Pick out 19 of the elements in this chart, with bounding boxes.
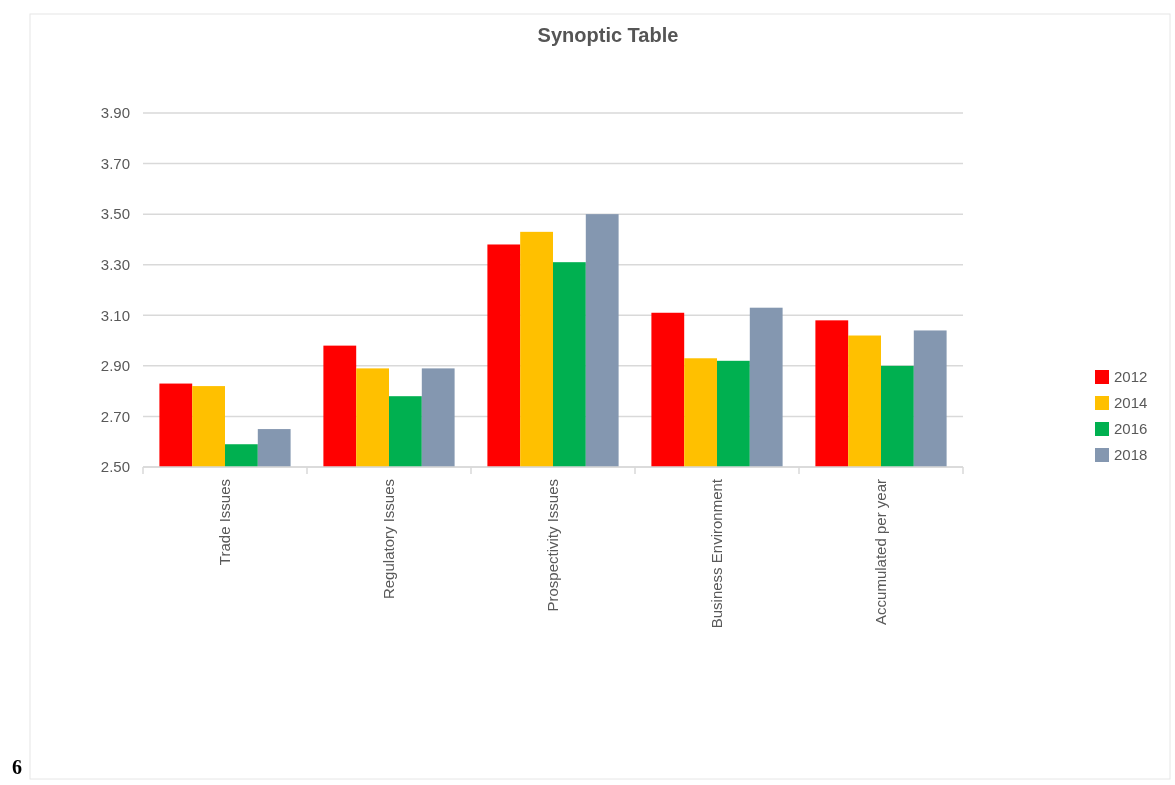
y-tick-label: 2.90 xyxy=(100,357,130,375)
legend-label: 2016 xyxy=(1114,420,1148,438)
y-tick-label: 3.10 xyxy=(100,306,130,324)
legend-label: 2018 xyxy=(1114,446,1148,464)
x-tick-label: Accumulated per year xyxy=(872,479,889,625)
y-tick-label: 2.70 xyxy=(100,407,130,425)
y-tick-label: 3.70 xyxy=(100,154,130,172)
x-tick-label: Regulatory Issues xyxy=(380,479,397,600)
x-tick-label: Business Environment xyxy=(708,478,725,629)
y-tick-label: 3.30 xyxy=(100,255,130,273)
legend-label: 2012 xyxy=(1114,368,1148,386)
legend-label: 2014 xyxy=(1114,394,1148,412)
y-tick-label: 2.50 xyxy=(100,458,130,476)
chart-title: Synoptic Table xyxy=(537,24,679,46)
x-tick-label: Trade Issues xyxy=(216,479,233,566)
text: 6 xyxy=(12,756,22,778)
x-tick-label: Prospectivity Issues xyxy=(544,479,561,612)
y-tick-label: 3.90 xyxy=(100,104,130,122)
y-tick-label: 3.50 xyxy=(100,205,130,223)
